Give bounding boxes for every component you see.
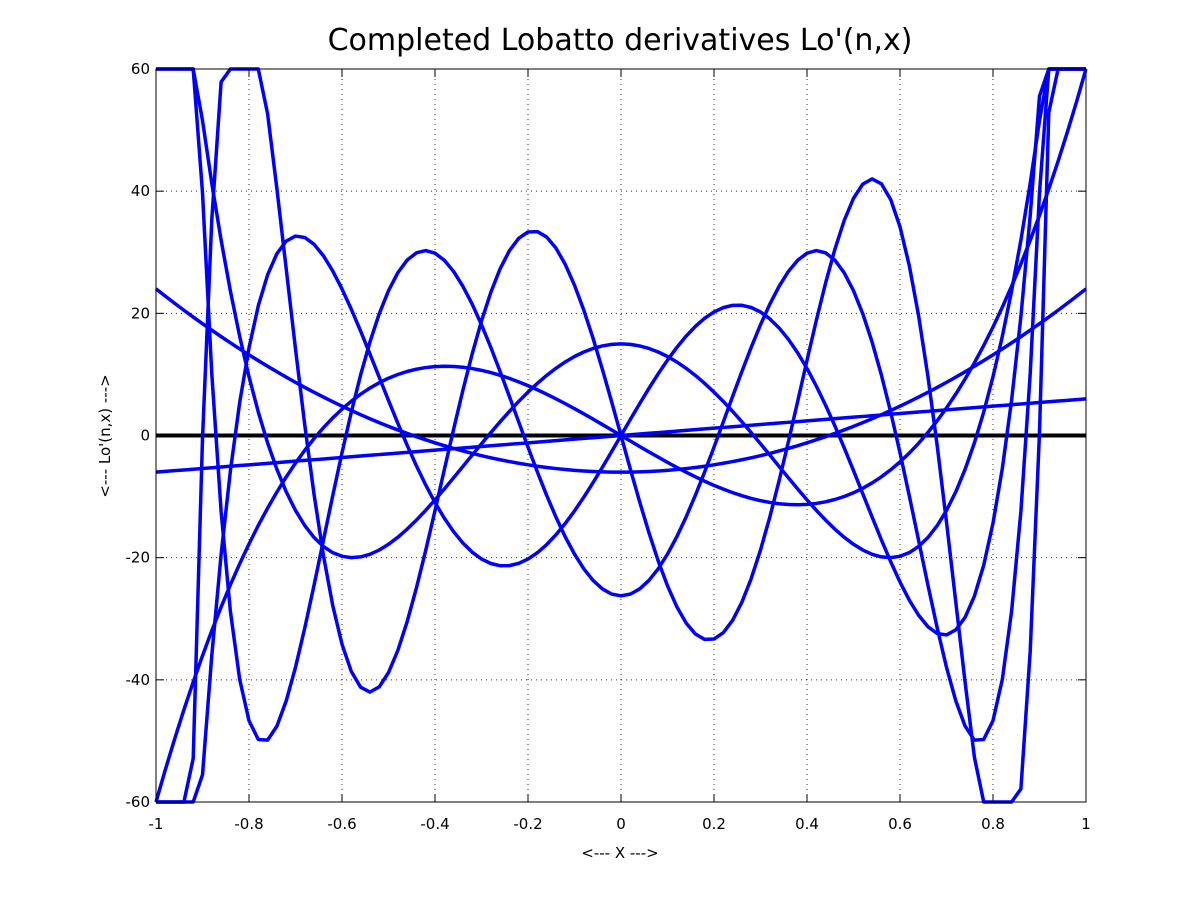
x-tick-label: -0.6 (327, 815, 356, 833)
y-axis-label: <--- Lo'(n,x) ---> (96, 374, 114, 497)
y-tick-label: 20 (131, 304, 150, 322)
x-tick-label: 0 (616, 815, 626, 833)
x-tick-label: 0.4 (795, 815, 819, 833)
x-tick-label: -0.4 (420, 815, 449, 833)
y-tick-label: 0 (140, 427, 150, 445)
x-tick-label: 0.8 (981, 815, 1005, 833)
x-tick-label: 0.6 (888, 815, 912, 833)
y-tick-label: 40 (131, 182, 150, 200)
x-tick-label: -1 (149, 815, 164, 833)
y-tick-label: -60 (126, 793, 151, 811)
x-tick-label: -0.8 (234, 815, 263, 833)
y-tick-label: -40 (126, 671, 151, 689)
x-tick-label: -0.2 (513, 815, 542, 833)
x-tick-label: 0.2 (702, 815, 726, 833)
y-tick-label: 60 (131, 60, 150, 78)
y-tick-label: -20 (126, 549, 151, 567)
chart-title: Completed Lobatto derivatives Lo'(n,x) (328, 23, 913, 58)
x-axis-label: <--- X ---> (581, 844, 658, 862)
x-tick-label: 1 (1081, 815, 1091, 833)
